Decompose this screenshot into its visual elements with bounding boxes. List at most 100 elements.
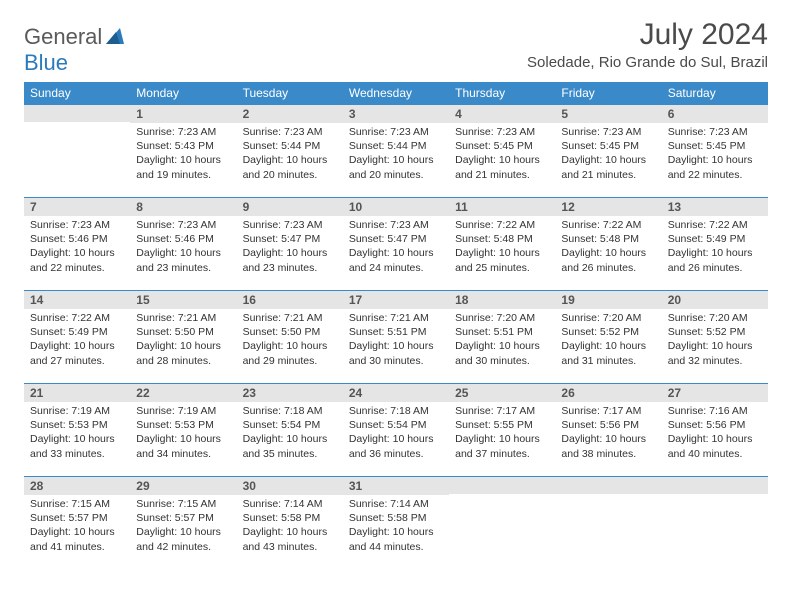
sunrise-line: Sunrise: 7:23 AM: [455, 125, 549, 139]
sunset-line: Sunset: 5:49 PM: [668, 232, 762, 246]
day-details: Sunrise: 7:19 AMSunset: 5:53 PMDaylight:…: [24, 402, 130, 465]
daylight-line: Daylight: 10 hours and 43 minutes.: [243, 525, 337, 553]
page-header: GeneralBlue July 2024 Soledade, Rio Gran…: [24, 18, 768, 76]
day-details: Sunrise: 7:23 AMSunset: 5:46 PMDaylight:…: [24, 216, 130, 279]
calendar-cell: 8Sunrise: 7:23 AMSunset: 5:46 PMDaylight…: [130, 198, 236, 291]
day-details: Sunrise: 7:14 AMSunset: 5:58 PMDaylight:…: [237, 495, 343, 558]
calendar-row: 21Sunrise: 7:19 AMSunset: 5:53 PMDayligh…: [24, 384, 768, 477]
day-details: Sunrise: 7:23 AMSunset: 5:44 PMDaylight:…: [237, 123, 343, 186]
sunset-line: Sunset: 5:46 PM: [136, 232, 230, 246]
daylight-line: Daylight: 10 hours and 19 minutes.: [136, 153, 230, 181]
day-details: Sunrise: 7:17 AMSunset: 5:55 PMDaylight:…: [449, 402, 555, 465]
day-number: 27: [662, 384, 768, 402]
calendar-cell: 7Sunrise: 7:23 AMSunset: 5:46 PMDaylight…: [24, 198, 130, 291]
day-details: Sunrise: 7:23 AMSunset: 5:47 PMDaylight:…: [343, 216, 449, 279]
day-number: 11: [449, 198, 555, 216]
sunrise-line: Sunrise: 7:18 AM: [243, 404, 337, 418]
day-number: 5: [555, 105, 661, 123]
sunset-line: Sunset: 5:45 PM: [561, 139, 655, 153]
sunset-line: Sunset: 5:53 PM: [136, 418, 230, 432]
calendar-cell: 14Sunrise: 7:22 AMSunset: 5:49 PMDayligh…: [24, 291, 130, 384]
sunrise-line: Sunrise: 7:23 AM: [136, 125, 230, 139]
daylight-line: Daylight: 10 hours and 24 minutes.: [349, 246, 443, 274]
day-details: Sunrise: 7:14 AMSunset: 5:58 PMDaylight:…: [343, 495, 449, 558]
sunrise-line: Sunrise: 7:17 AM: [561, 404, 655, 418]
sunset-line: Sunset: 5:43 PM: [136, 139, 230, 153]
calendar-cell: [662, 477, 768, 570]
calendar-cell: 27Sunrise: 7:16 AMSunset: 5:56 PMDayligh…: [662, 384, 768, 477]
sail-icon: [106, 24, 128, 50]
day-number: 8: [130, 198, 236, 216]
day-number: 31: [343, 477, 449, 495]
day-details: Sunrise: 7:15 AMSunset: 5:57 PMDaylight:…: [130, 495, 236, 558]
calendar-cell: 24Sunrise: 7:18 AMSunset: 5:54 PMDayligh…: [343, 384, 449, 477]
day-number: 10: [343, 198, 449, 216]
sunrise-line: Sunrise: 7:19 AM: [30, 404, 124, 418]
sunset-line: Sunset: 5:48 PM: [561, 232, 655, 246]
calendar-cell: 18Sunrise: 7:20 AMSunset: 5:51 PMDayligh…: [449, 291, 555, 384]
sunrise-line: Sunrise: 7:15 AM: [30, 497, 124, 511]
sunrise-line: Sunrise: 7:22 AM: [30, 311, 124, 325]
sunrise-line: Sunrise: 7:17 AM: [455, 404, 549, 418]
calendar-cell: 21Sunrise: 7:19 AMSunset: 5:53 PMDayligh…: [24, 384, 130, 477]
sunset-line: Sunset: 5:52 PM: [668, 325, 762, 339]
day-number: 3: [343, 105, 449, 123]
daylight-line: Daylight: 10 hours and 27 minutes.: [30, 339, 124, 367]
sunset-line: Sunset: 5:45 PM: [668, 139, 762, 153]
day-number: 22: [130, 384, 236, 402]
daylight-line: Daylight: 10 hours and 40 minutes.: [668, 432, 762, 460]
weekday-header: Sunday: [24, 82, 130, 105]
sunset-line: Sunset: 5:58 PM: [349, 511, 443, 525]
day-number: 19: [555, 291, 661, 309]
calendar-cell: 4Sunrise: 7:23 AMSunset: 5:45 PMDaylight…: [449, 105, 555, 198]
day-details: Sunrise: 7:18 AMSunset: 5:54 PMDaylight:…: [343, 402, 449, 465]
daylight-line: Daylight: 10 hours and 33 minutes.: [30, 432, 124, 460]
daylight-line: Daylight: 10 hours and 36 minutes.: [349, 432, 443, 460]
day-number: 14: [24, 291, 130, 309]
weekday-header: Friday: [555, 82, 661, 105]
day-number: 6: [662, 105, 768, 123]
day-number: 13: [662, 198, 768, 216]
calendar-cell: 19Sunrise: 7:20 AMSunset: 5:52 PMDayligh…: [555, 291, 661, 384]
sunset-line: Sunset: 5:47 PM: [243, 232, 337, 246]
calendar-cell: [24, 105, 130, 198]
day-number: 12: [555, 198, 661, 216]
daylight-line: Daylight: 10 hours and 44 minutes.: [349, 525, 443, 553]
calendar-cell: [449, 477, 555, 570]
daylight-line: Daylight: 10 hours and 22 minutes.: [668, 153, 762, 181]
sunset-line: Sunset: 5:47 PM: [349, 232, 443, 246]
sunrise-line: Sunrise: 7:23 AM: [30, 218, 124, 232]
logo-word2: Blue: [24, 50, 68, 75]
day-details: Sunrise: 7:23 AMSunset: 5:47 PMDaylight:…: [237, 216, 343, 279]
calendar-cell: 20Sunrise: 7:20 AMSunset: 5:52 PMDayligh…: [662, 291, 768, 384]
sunset-line: Sunset: 5:51 PM: [455, 325, 549, 339]
calendar-cell: 26Sunrise: 7:17 AMSunset: 5:56 PMDayligh…: [555, 384, 661, 477]
calendar-cell: 11Sunrise: 7:22 AMSunset: 5:48 PMDayligh…: [449, 198, 555, 291]
logo-text: GeneralBlue: [24, 24, 128, 76]
sunset-line: Sunset: 5:57 PM: [136, 511, 230, 525]
day-details: Sunrise: 7:22 AMSunset: 5:49 PMDaylight:…: [24, 309, 130, 372]
logo-word1: General: [24, 24, 102, 49]
sunset-line: Sunset: 5:44 PM: [243, 139, 337, 153]
calendar-cell: 17Sunrise: 7:21 AMSunset: 5:51 PMDayligh…: [343, 291, 449, 384]
sunrise-line: Sunrise: 7:23 AM: [243, 218, 337, 232]
day-details: Sunrise: 7:17 AMSunset: 5:56 PMDaylight:…: [555, 402, 661, 465]
sunrise-line: Sunrise: 7:22 AM: [668, 218, 762, 232]
sunrise-line: Sunrise: 7:23 AM: [243, 125, 337, 139]
daylight-line: Daylight: 10 hours and 38 minutes.: [561, 432, 655, 460]
day-details: Sunrise: 7:23 AMSunset: 5:46 PMDaylight:…: [130, 216, 236, 279]
day-details: Sunrise: 7:20 AMSunset: 5:52 PMDaylight:…: [555, 309, 661, 372]
sunrise-line: Sunrise: 7:22 AM: [455, 218, 549, 232]
sunset-line: Sunset: 5:57 PM: [30, 511, 124, 525]
day-number: 9: [237, 198, 343, 216]
calendar-cell: 3Sunrise: 7:23 AMSunset: 5:44 PMDaylight…: [343, 105, 449, 198]
calendar-cell: 28Sunrise: 7:15 AMSunset: 5:57 PMDayligh…: [24, 477, 130, 570]
daylight-line: Daylight: 10 hours and 20 minutes.: [243, 153, 337, 181]
daylight-line: Daylight: 10 hours and 34 minutes.: [136, 432, 230, 460]
sunset-line: Sunset: 5:49 PM: [30, 325, 124, 339]
day-number: 28: [24, 477, 130, 495]
sunset-line: Sunset: 5:45 PM: [455, 139, 549, 153]
calendar-row: 14Sunrise: 7:22 AMSunset: 5:49 PMDayligh…: [24, 291, 768, 384]
sunset-line: Sunset: 5:55 PM: [455, 418, 549, 432]
daylight-line: Daylight: 10 hours and 20 minutes.: [349, 153, 443, 181]
